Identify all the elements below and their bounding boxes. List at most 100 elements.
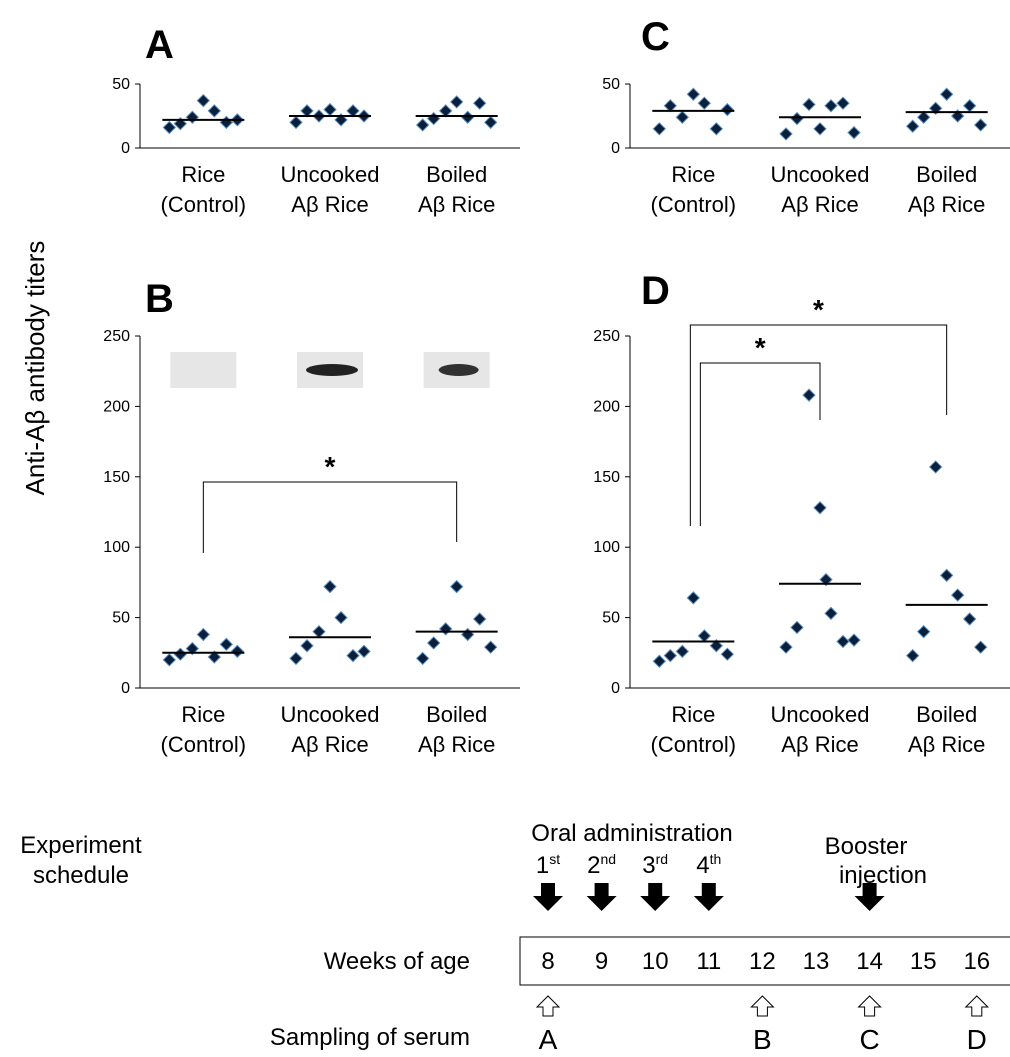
- week-number: 16: [963, 948, 990, 975]
- y-tick-label: 100: [593, 539, 620, 556]
- week-number: 13: [803, 948, 830, 975]
- sampling-arrow: [964, 995, 990, 1017]
- data-point: [173, 647, 188, 661]
- week-number: 10: [642, 948, 669, 975]
- booster-label: injection: [839, 862, 927, 889]
- data-point: [824, 99, 838, 113]
- data-point: [472, 612, 487, 626]
- data-point: [185, 641, 200, 656]
- weeks-box: [519, 936, 1010, 986]
- category-label: Boiled: [426, 702, 487, 727]
- data-point: [415, 651, 430, 666]
- category-label: Aβ Rice: [291, 192, 368, 217]
- sampling-letter: B: [753, 1024, 772, 1055]
- category-label: Uncooked: [770, 162, 869, 187]
- panel-letter: A: [145, 23, 174, 67]
- category-label: (Control): [161, 192, 247, 217]
- data-point: [697, 96, 712, 110]
- significance-star: *: [755, 332, 766, 363]
- data-point: [709, 122, 724, 136]
- significance-star: *: [325, 451, 336, 482]
- data-point: [334, 610, 348, 625]
- data-point: [230, 644, 245, 659]
- sampling-letter: D: [967, 1024, 987, 1055]
- y-tick-label: 50: [112, 610, 130, 627]
- data-point: [813, 501, 827, 515]
- week-number: 11: [696, 948, 721, 975]
- significance-bracket: [202, 481, 458, 553]
- data-point: [973, 118, 988, 132]
- data-point: [652, 654, 667, 668]
- data-point: [207, 104, 222, 118]
- data-point: [449, 579, 464, 594]
- y-tick-label: 200: [593, 398, 620, 415]
- data-point: [289, 651, 303, 666]
- schedule-title: schedule: [33, 862, 129, 889]
- data-point: [916, 624, 931, 639]
- data-point: [779, 640, 793, 654]
- significance-bracket: [699, 362, 821, 526]
- blot-background: [170, 352, 237, 388]
- data-point: [207, 650, 222, 664]
- category-label: Aβ Rice: [781, 732, 858, 757]
- data-point: [813, 122, 827, 136]
- data-point: [686, 87, 701, 101]
- category-label: Uncooked: [770, 702, 869, 727]
- data-point: [824, 606, 838, 621]
- category-label: Rice: [181, 162, 225, 187]
- y-tick-label: 150: [593, 469, 620, 486]
- category-label: Aβ Rice: [418, 192, 495, 217]
- data-point: [415, 118, 430, 132]
- y-tick-label: 50: [602, 610, 620, 627]
- data-point: [449, 95, 464, 109]
- data-point: [697, 629, 712, 643]
- y-tick-label: 150: [103, 469, 130, 486]
- category-label: (Control): [651, 192, 737, 217]
- data-point: [438, 622, 453, 636]
- data-point: [652, 122, 667, 136]
- data-point: [219, 115, 234, 130]
- data-point: [962, 99, 977, 113]
- significance-bracket: [689, 324, 948, 526]
- category-label: Rice: [671, 162, 715, 187]
- sampling-letter: C: [859, 1024, 879, 1055]
- data-point: [483, 640, 498, 654]
- data-point: [196, 627, 211, 642]
- data-point: [346, 648, 360, 663]
- y-tick-label: 0: [611, 680, 620, 697]
- data-point: [460, 110, 475, 124]
- category-label: Rice: [671, 702, 715, 727]
- dose-label: 3rd: [642, 851, 668, 879]
- panel-a: A 0 50 Rice (Control) Uncooked Aβ Rice Boiled Aβ…: [112, 23, 520, 217]
- sampling-arrow: [857, 995, 882, 1017]
- data-point: [950, 588, 965, 602]
- booster-arrow: [854, 883, 885, 911]
- y-tick-label: 200: [103, 398, 130, 415]
- data-point: [779, 127, 793, 141]
- data-point: [939, 568, 954, 583]
- data-point: [312, 624, 326, 639]
- data-point: [300, 639, 314, 653]
- weeks-label: Weeks of age: [324, 948, 470, 975]
- data-point: [460, 627, 475, 642]
- week-number: 15: [910, 948, 937, 975]
- dose-label: 1st: [536, 851, 560, 879]
- panel-letter: B: [145, 277, 174, 321]
- category-label: Aβ Rice: [418, 732, 495, 757]
- y-tick-label: 100: [103, 539, 130, 556]
- category-label: Aβ Rice: [781, 192, 858, 217]
- category-label: (Control): [651, 732, 737, 757]
- category-label: Boiled: [916, 702, 977, 727]
- data-point: [916, 110, 931, 124]
- data-point: [720, 647, 735, 661]
- sampling-arrow: [750, 995, 775, 1017]
- category-label: Boiled: [426, 162, 487, 187]
- data-point: [847, 633, 861, 647]
- data-point: [426, 636, 441, 650]
- y-tick-label: 0: [121, 680, 130, 697]
- data-point: [802, 97, 816, 112]
- panel-c: C 0 50 Rice (Control) Uncooked Aβ Rice Boiled Aβ…: [602, 15, 1010, 217]
- dose-arrow: [693, 883, 724, 911]
- data-point: [162, 653, 177, 667]
